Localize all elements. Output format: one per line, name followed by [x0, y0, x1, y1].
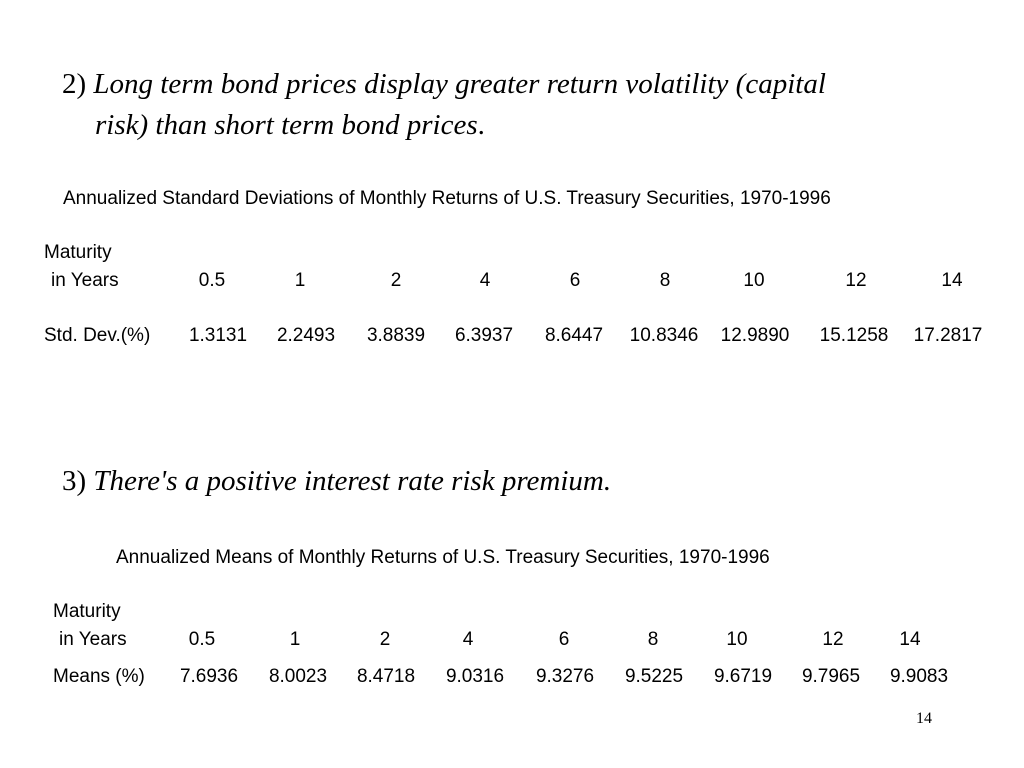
table-2-value-cell: 9.5225 [624, 666, 684, 687]
table-1-maturity-cell: 14 [941, 270, 963, 291]
table-1-value-cell: 10.8346 [629, 325, 699, 346]
point-2-line-2: risk) than short term bond prices. [95, 107, 485, 143]
table-2-value-cell: 9.0316 [445, 666, 505, 687]
page-number: 14 [916, 710, 932, 727]
table-1-value-cell: 15.1258 [819, 325, 889, 346]
table-1-title: Annualized Standard Deviations of Monthl… [63, 188, 831, 209]
point-2-text-risk: risk [95, 109, 139, 141]
table-2-maturity-cell: 6 [558, 629, 570, 650]
table-2-title: Annualized Means of Monthly Returns of U… [116, 547, 770, 568]
table-2-maturity-cell: 2 [379, 629, 391, 650]
table-2-maturity-cell: 14 [899, 629, 921, 650]
table-2-row-label: Means (%) [53, 666, 145, 687]
point-3-text: There's a positive interest rate risk pr… [93, 465, 612, 497]
point-2-text-capital: capital [745, 68, 826, 100]
table-2-maturity-cell: 8 [647, 629, 659, 650]
table-2-maturity-cell: 4 [462, 629, 474, 650]
point-2-number: 2) [62, 68, 87, 100]
table-2-value-cell: 8.0023 [268, 666, 328, 687]
table-1-maturity-cell: 6 [569, 270, 581, 291]
table-1-value-cell: 17.2817 [913, 325, 983, 346]
table-2-maturity-cell: 12 [822, 629, 844, 650]
table-1-value-cell: 3.8839 [366, 325, 426, 346]
table-1-maturity-cell: 12 [845, 270, 867, 291]
table-1-maturity-cell: 0.5 [198, 270, 226, 291]
point-3-number: 3) [62, 465, 87, 497]
table-1-header-label-line-2: in Years [51, 270, 119, 291]
table-1-maturity-cell: 2 [390, 270, 402, 291]
point-2-line-1: 2) Long term bond prices display greater… [62, 66, 826, 102]
table-2-value-cell: 9.7965 [801, 666, 861, 687]
table-1-value-cell: 2.2493 [276, 325, 336, 346]
table-2-maturity-cell: 0.5 [188, 629, 216, 650]
table-1-value-cell: 6.3937 [454, 325, 514, 346]
point-3: 3) There's a positive interest rate risk… [62, 463, 611, 499]
table-2-maturity-cell: 10 [726, 629, 748, 650]
table-1-header-label-line-1: Maturity [44, 242, 112, 263]
table-1-value-cell: 12.9890 [720, 325, 790, 346]
table-2-maturity-cell: 1 [289, 629, 301, 650]
point-2-text-line-2: ) than short term bond prices [138, 109, 478, 141]
table-1-maturity-cell: 1 [294, 270, 306, 291]
table-2-value-cell: 9.6719 [713, 666, 773, 687]
table-1-row-label: Std. Dev.(%) [44, 325, 151, 346]
table-2-value-cell: 9.9083 [889, 666, 949, 687]
table-1-maturity-cell: 4 [479, 270, 491, 291]
table-1-maturity-cell: 10 [743, 270, 765, 291]
table-2-value-cell: 9.3276 [535, 666, 595, 687]
table-2-header-label-line-2: in Years [59, 629, 127, 650]
point-2-period: . [477, 109, 485, 141]
table-2-value-cell: 7.6936 [179, 666, 239, 687]
table-1-value-cell: 8.6447 [544, 325, 604, 346]
point-2-text-line-1: Long term bond prices display greater re… [93, 68, 746, 100]
table-1-maturity-cell: 8 [659, 270, 671, 291]
table-1-value-cell: 1.3131 [188, 325, 248, 346]
table-2-value-cell: 8.4718 [356, 666, 416, 687]
table-2-header-label-line-1: Maturity [53, 601, 121, 622]
